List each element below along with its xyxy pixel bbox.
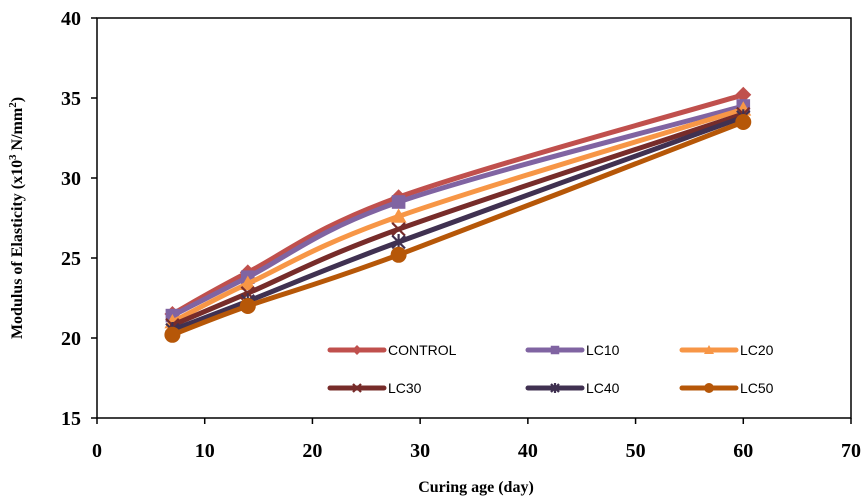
axes: 0 10 20 30 40 50 60 70 15 20 25 30 35 40 [61,8,861,462]
data-point-lc50 [735,114,752,130]
legend-marker-lc50 [704,383,714,393]
legend-marker-lc20 [704,345,714,354]
legend-marker-lc30 [352,383,362,393]
y-axis-title-sup: 3 [7,154,19,160]
series-line-lc50 [169,119,746,338]
y-tick-label: 40 [61,8,81,30]
data-point-lc10 [391,195,406,209]
series-line-control [169,92,746,317]
legend-label-lc50: LC50 [740,380,774,396]
y-tick-label: 20 [61,328,81,350]
x-tick-label: 40 [518,440,538,462]
series-line-lc20 [169,106,746,325]
legend-item-control: CONTROL [327,342,457,358]
x-tick-label: 60 [733,440,753,462]
legend-item-lc30: LC30 [327,380,422,396]
x-tick-label: 0 [92,440,102,462]
legend-label-control: CONTROL [388,342,457,358]
legend-marker-lc40 [550,383,560,393]
x-tick-label: 10 [195,440,215,462]
x-tick-label: 50 [626,440,646,462]
y-axis-title-unit: N/mm [9,107,26,154]
plot-area-border [96,17,852,419]
y-axis-title: Modulus of Elasticity (x103 N/mm2) [7,97,26,339]
legend-item-lc10: LC10 [525,342,620,358]
legend: CONTROL LC10 LC20 LC30 LC40 LC50 [327,342,774,396]
data-point-lc50 [164,326,181,343]
data-point-lc20 [390,208,407,223]
data-point-control [735,86,752,103]
data-point-lc20 [239,275,256,290]
data-point-lc50 [239,298,256,314]
y-axis-title-close: ) [9,97,26,102]
y-tick-label: 15 [61,408,81,430]
series-line-lc30 [169,111,746,328]
x-axis-title: Curing age (day) [418,479,534,496]
legend-label-lc10: LC10 [586,342,620,358]
y-axis-title-main: Modulus of Elasticity (x10 [9,160,26,339]
series-lc50 [164,114,752,343]
series-lc20 [164,101,752,329]
legend-item-lc20: LC20 [679,342,774,358]
legend-label-lc30: LC30 [388,380,422,396]
legend-label-lc40: LC40 [586,380,620,396]
legend-item-lc40: LC40 [525,380,620,396]
data-point-lc30 [391,222,406,237]
series-line-lc40 [169,114,746,333]
legend-item-lc50: LC50 [679,380,774,396]
y-tick-label: 35 [61,88,81,110]
y-tick-label: 25 [61,248,81,270]
y-tick-label: 30 [61,168,81,190]
x-tick-label: 70 [841,440,861,462]
series-layer [164,86,752,343]
legend-marker-control [352,345,362,355]
x-tick-label: 30 [410,440,430,462]
legend-marker-lc10 [550,345,560,355]
y-axis-title-sup2: 2 [7,102,19,108]
x-tick-label: 20 [302,440,322,462]
legend-label-lc20: LC20 [740,342,774,358]
data-point-lc50 [390,246,407,263]
series-line-lc10 [169,103,746,319]
